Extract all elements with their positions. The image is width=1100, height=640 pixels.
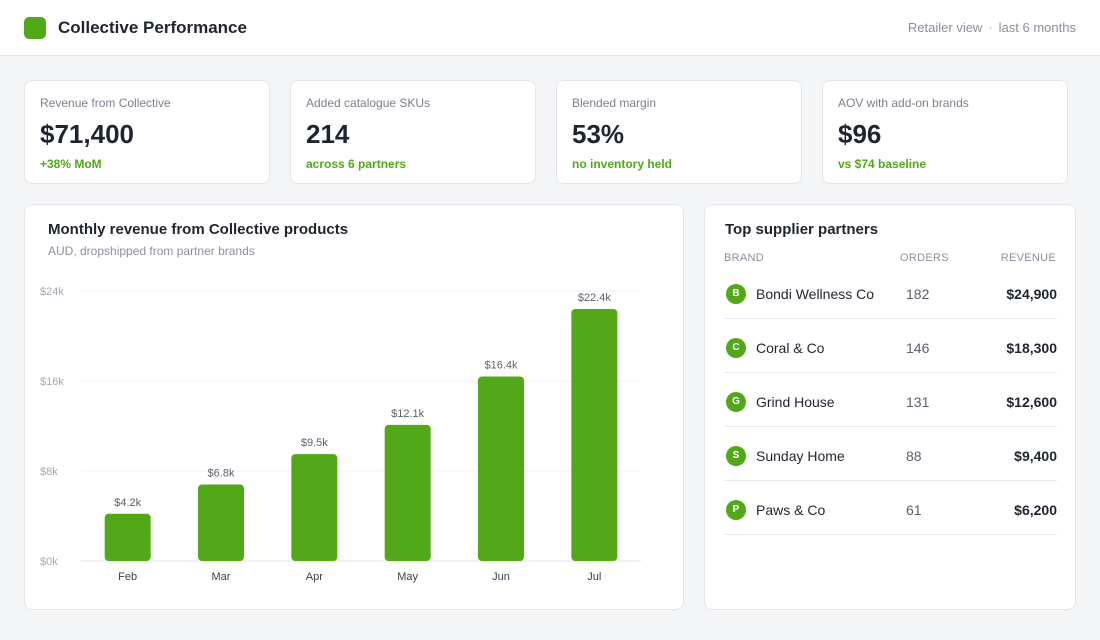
page-title: Collective Performance bbox=[58, 18, 247, 37]
kpi-delta: no inventory held bbox=[572, 157, 673, 171]
x-tick-label: Apr bbox=[306, 571, 323, 583]
x-tick-label: Jun bbox=[492, 571, 510, 583]
revenue-amount: $12,600 bbox=[1006, 394, 1057, 410]
table-row[interactable]: B Bondi Wellness Co 182 $24,900 bbox=[724, 265, 1057, 319]
kpi-label: Revenue from Collective bbox=[40, 96, 171, 110]
top-bar: Collective Performance Retailer view · las… bbox=[0, 0, 1100, 56]
brand-name: Coral & Co bbox=[756, 340, 825, 356]
brand-avatar: P bbox=[726, 500, 746, 520]
orders-count: 61 bbox=[906, 502, 922, 518]
bar-value-label: $4.2k bbox=[114, 497, 141, 509]
bar-value-label: $22.4k bbox=[578, 292, 612, 304]
revenue-amount: $6,200 bbox=[1014, 502, 1057, 518]
brand-avatar: B bbox=[726, 284, 746, 304]
orders-count: 146 bbox=[906, 340, 930, 356]
brand-name: Grind House bbox=[756, 394, 835, 410]
table-row[interactable]: C Coral & Co 146 $18,300 bbox=[724, 319, 1057, 373]
table-row[interactable]: G Grind House 131 $12,600 bbox=[724, 373, 1057, 427]
x-tick-label: May bbox=[397, 571, 418, 583]
chart-bar bbox=[478, 376, 524, 561]
kpi-delta: vs $74 baseline bbox=[838, 157, 927, 171]
brand-name: Sunday Home bbox=[756, 448, 845, 464]
brand-name: Bondi Wellness Co bbox=[756, 286, 875, 302]
chart-bar bbox=[198, 484, 244, 561]
kpi-card-skus: Added catalogue SKUs 214 across 6 partne… bbox=[290, 80, 536, 184]
chart-bar bbox=[104, 513, 151, 561]
x-tick-label: Feb bbox=[118, 571, 137, 583]
brand-logo-icon bbox=[24, 17, 46, 39]
table-title: Top supplier partners bbox=[725, 221, 879, 238]
table-row[interactable]: P Paws & Co 61 $6,200 bbox=[724, 481, 1057, 535]
orders-count: 131 bbox=[906, 394, 930, 410]
revenue-amount: $9,400 bbox=[1014, 448, 1057, 464]
kpi-card-revenue: Revenue from Collective $71,400 +38% MoM bbox=[24, 80, 270, 184]
date-range-label[interactable]: last 6 months bbox=[998, 20, 1076, 35]
x-tick-label: Mar bbox=[212, 571, 231, 583]
kpi-label: AOV with add-on brands bbox=[838, 96, 969, 110]
chart-bar bbox=[384, 424, 431, 561]
view-context: Retailer view · last 6 months bbox=[908, 20, 1076, 36]
kpi-label: Blended margin bbox=[572, 96, 657, 110]
bar-value-label: $9.5k bbox=[301, 437, 328, 449]
column-header-orders[interactable]: ORDERS bbox=[900, 252, 949, 264]
revenue-chart-card: Monthly revenue from Collective products… bbox=[24, 204, 684, 610]
table-row[interactable]: S Sunday Home 88 $9,400 bbox=[724, 427, 1057, 481]
bar-value-label: $6.8k bbox=[208, 468, 235, 480]
bar-value-label: $16.4k bbox=[484, 360, 518, 372]
partners-table-card: Top supplier partners BRAND ORDERS REVEN… bbox=[704, 204, 1076, 610]
kpi-value: $96 bbox=[838, 119, 882, 149]
y-tick-label: $16k bbox=[40, 376, 64, 388]
kpi-value: $71,400 bbox=[40, 119, 134, 149]
separator-dot: · bbox=[988, 20, 993, 35]
brand-avatar: C bbox=[726, 338, 746, 358]
chart-bar bbox=[571, 309, 618, 561]
brand-avatar: S bbox=[726, 446, 746, 466]
y-tick-label: $8k bbox=[40, 466, 58, 478]
kpi-value: 214 bbox=[306, 119, 350, 149]
kpi-delta: +38% MoM bbox=[40, 157, 102, 171]
brand-avatar: G bbox=[726, 392, 746, 412]
column-header-revenue[interactable]: REVENUE bbox=[1000, 252, 1056, 264]
view-label[interactable]: Retailer view bbox=[907, 20, 983, 35]
chart-title: Monthly revenue from Collective products bbox=[48, 221, 349, 238]
kpi-delta: across 6 partners bbox=[306, 157, 407, 171]
bar-value-label: $12.1k bbox=[391, 408, 425, 420]
y-tick-label: $0k bbox=[40, 556, 58, 568]
revenue-amount: $18,300 bbox=[1006, 340, 1057, 356]
kpi-label: Added catalogue SKUs bbox=[306, 96, 431, 110]
orders-count: 182 bbox=[906, 286, 930, 302]
kpi-value: 53% bbox=[572, 119, 625, 149]
y-tick-label: $24k bbox=[40, 286, 64, 298]
orders-count: 88 bbox=[906, 448, 922, 464]
chart-subtitle: AUD, dropshipped from partner brands bbox=[48, 244, 255, 258]
column-header-brand[interactable]: BRAND bbox=[724, 252, 765, 264]
revenue-amount: $24,900 bbox=[1006, 286, 1057, 302]
chart-bar bbox=[291, 454, 338, 561]
kpi-card-margin: Blended margin 53% no inventory held bbox=[556, 80, 802, 184]
x-tick-label: Jul bbox=[587, 571, 601, 583]
revenue-bar-chart: $0k $8k $16k $24k $4.2k Feb $6.8k Mar $9.5k Apr $1… bbox=[40, 286, 641, 583]
brand-name: Paws & Co bbox=[756, 502, 826, 518]
kpi-card-aov: AOV with add-on brands $96 vs $74 baseli… bbox=[822, 80, 1068, 184]
